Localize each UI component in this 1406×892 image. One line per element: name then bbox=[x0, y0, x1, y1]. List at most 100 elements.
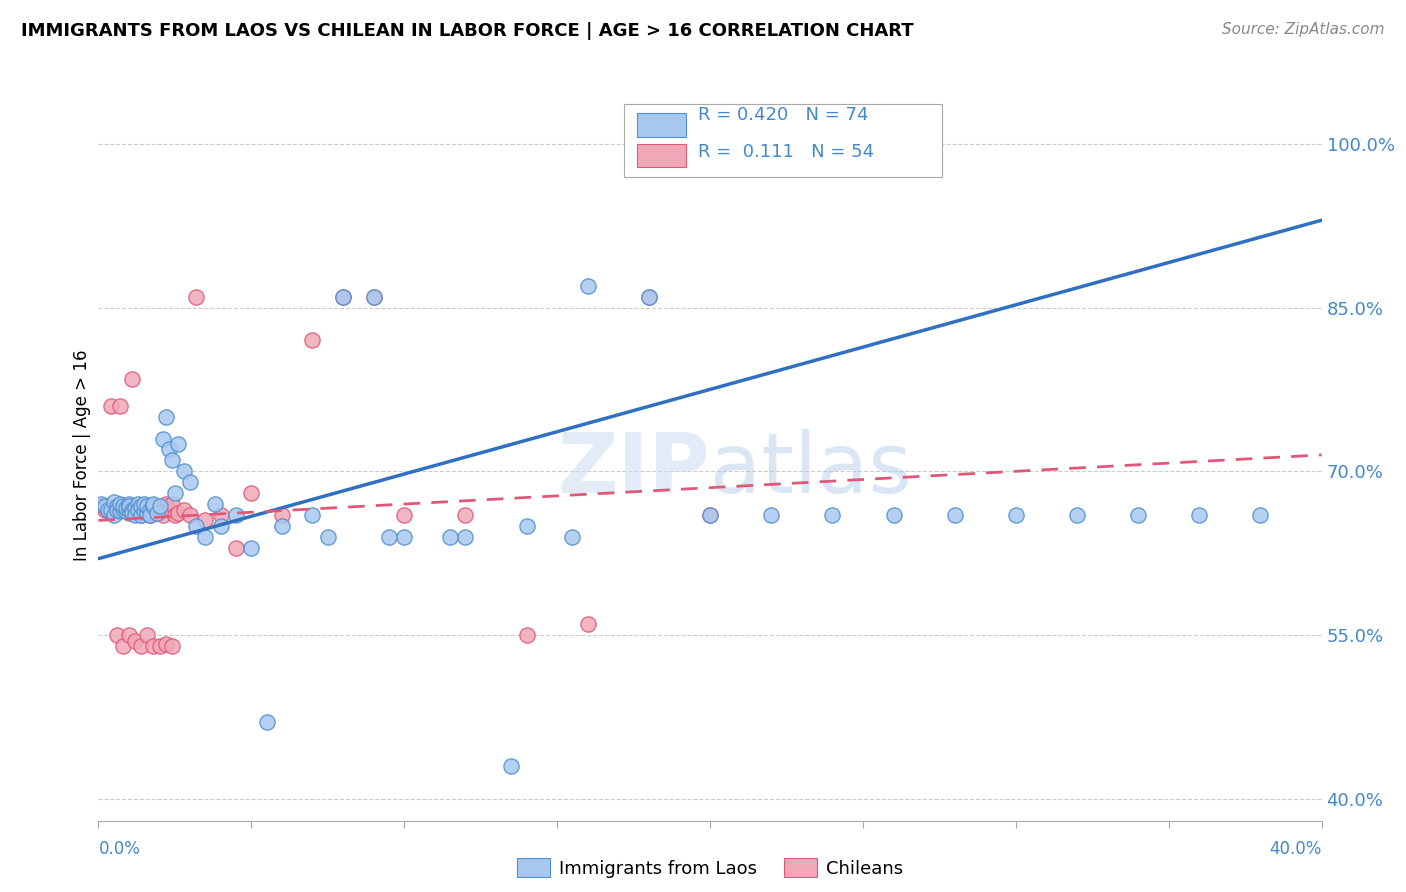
Point bbox=[103, 508, 125, 522]
Point bbox=[163, 486, 186, 500]
Point bbox=[821, 508, 844, 522]
Point bbox=[118, 502, 141, 516]
Point bbox=[100, 502, 122, 516]
Point bbox=[105, 502, 128, 516]
Text: atlas: atlas bbox=[710, 429, 911, 510]
Point bbox=[121, 502, 143, 516]
Point bbox=[118, 497, 141, 511]
Point bbox=[136, 500, 159, 514]
Point bbox=[100, 399, 122, 413]
Point bbox=[1188, 508, 1211, 522]
Point bbox=[454, 508, 477, 522]
FancyBboxPatch shape bbox=[637, 144, 686, 168]
Point bbox=[699, 508, 721, 522]
Point bbox=[136, 502, 159, 516]
Point bbox=[1004, 508, 1026, 522]
Point bbox=[121, 371, 143, 385]
Point bbox=[363, 290, 385, 304]
Point bbox=[155, 409, 177, 424]
Point bbox=[167, 506, 190, 520]
Point bbox=[392, 530, 416, 544]
Point bbox=[516, 628, 538, 642]
Point bbox=[209, 508, 232, 522]
Point bbox=[576, 278, 599, 293]
FancyBboxPatch shape bbox=[637, 113, 686, 136]
Point bbox=[1249, 508, 1271, 522]
Point bbox=[97, 502, 120, 516]
Point bbox=[108, 497, 131, 511]
Point bbox=[124, 508, 146, 522]
Point bbox=[316, 530, 339, 544]
Point bbox=[209, 519, 232, 533]
Point bbox=[186, 290, 208, 304]
Point bbox=[111, 502, 134, 516]
Point bbox=[363, 290, 385, 304]
Point bbox=[160, 497, 183, 511]
Point bbox=[118, 502, 141, 516]
Point bbox=[194, 530, 217, 544]
Text: Source: ZipAtlas.com: Source: ZipAtlas.com bbox=[1222, 22, 1385, 37]
Point bbox=[136, 628, 159, 642]
Point bbox=[149, 500, 172, 514]
Point bbox=[134, 503, 156, 517]
Point bbox=[1128, 508, 1150, 522]
Point bbox=[943, 508, 966, 522]
Point bbox=[186, 519, 208, 533]
Point bbox=[501, 759, 523, 773]
Point bbox=[225, 508, 247, 522]
Point bbox=[225, 541, 247, 555]
Point bbox=[103, 502, 125, 516]
Point bbox=[142, 497, 165, 511]
Point bbox=[883, 508, 905, 522]
Point bbox=[129, 500, 152, 514]
Point bbox=[121, 506, 143, 520]
Point bbox=[256, 715, 278, 730]
Point bbox=[392, 508, 416, 522]
Point bbox=[93, 500, 115, 514]
Point bbox=[139, 508, 162, 522]
Point bbox=[108, 399, 131, 413]
Point bbox=[152, 432, 174, 446]
Point bbox=[301, 333, 323, 347]
Point bbox=[240, 541, 263, 555]
Point bbox=[142, 506, 165, 520]
Point bbox=[129, 508, 152, 522]
Point bbox=[139, 508, 162, 522]
Point bbox=[699, 508, 721, 522]
Point bbox=[127, 502, 149, 516]
FancyBboxPatch shape bbox=[624, 103, 942, 177]
Point bbox=[270, 508, 292, 522]
Text: R =  0.111   N = 54: R = 0.111 N = 54 bbox=[697, 143, 875, 161]
Point bbox=[111, 502, 134, 516]
Point bbox=[240, 486, 263, 500]
Point bbox=[301, 508, 323, 522]
Point bbox=[136, 506, 159, 520]
Point bbox=[105, 500, 128, 514]
Point bbox=[454, 530, 477, 544]
Point bbox=[129, 508, 152, 522]
Point bbox=[155, 497, 177, 511]
Point bbox=[157, 502, 180, 516]
Point bbox=[115, 502, 138, 516]
Point bbox=[160, 639, 183, 653]
Point bbox=[163, 508, 186, 522]
Point bbox=[139, 502, 162, 516]
Point bbox=[1066, 508, 1088, 522]
Point bbox=[157, 442, 180, 457]
Point bbox=[152, 508, 174, 522]
Point bbox=[90, 500, 112, 514]
Point bbox=[637, 290, 661, 304]
Point bbox=[108, 503, 131, 517]
Point bbox=[204, 497, 226, 511]
Point bbox=[111, 500, 134, 514]
Text: 40.0%: 40.0% bbox=[1270, 840, 1322, 858]
Point bbox=[576, 617, 599, 632]
Point bbox=[90, 497, 112, 511]
Point bbox=[124, 633, 146, 648]
Y-axis label: In Labor Force | Age > 16: In Labor Force | Age > 16 bbox=[73, 349, 91, 561]
Point bbox=[142, 500, 165, 514]
Point bbox=[129, 639, 152, 653]
Point bbox=[378, 530, 401, 544]
Point bbox=[118, 506, 141, 520]
Point bbox=[149, 502, 172, 516]
